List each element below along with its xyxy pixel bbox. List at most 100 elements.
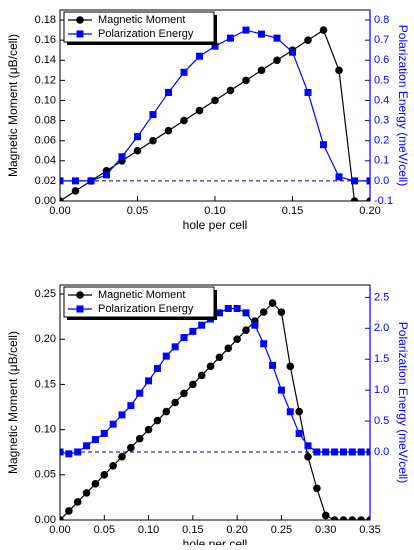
marker [171, 343, 179, 351]
y-tick-label: 0.02 [35, 175, 56, 187]
y-tick-label: 0.20 [35, 333, 56, 345]
x-tick-label: 0.00 [49, 524, 70, 536]
marker [149, 111, 157, 119]
marker [350, 197, 359, 201]
marker [277, 308, 286, 316]
marker [242, 26, 250, 34]
marker [320, 141, 327, 149]
marker [189, 380, 197, 389]
marker [91, 480, 100, 488]
marker [322, 448, 330, 456]
marker [198, 321, 206, 329]
marker [60, 197, 64, 201]
y2-tick-label: 0.0 [374, 446, 389, 458]
marker [189, 327, 197, 335]
marker [277, 386, 285, 394]
y2-axis-label: Polarization Energy (meV/cell) [396, 25, 410, 186]
line [60, 29, 370, 182]
y2-tick-label: 0.7 [374, 34, 389, 46]
y2-tick-label: 0.5 [374, 415, 389, 427]
marker [366, 448, 370, 456]
marker [286, 362, 295, 371]
legend-marker [76, 291, 84, 299]
marker [211, 96, 219, 105]
x-tick-label: 0.35 [359, 524, 380, 536]
y-tick-label: 0.06 [35, 135, 56, 147]
marker [313, 448, 321, 456]
y-tick-label: 0.08 [35, 114, 56, 126]
x-tick-label: 0.20 [359, 205, 380, 217]
marker [269, 361, 277, 369]
y-tick-label: 0.00 [35, 195, 56, 207]
x-tick-label: 0.20 [226, 524, 247, 536]
marker [118, 153, 126, 161]
marker [72, 177, 79, 185]
marker [215, 309, 223, 317]
marker [321, 511, 330, 520]
marker [319, 26, 328, 34]
marker [180, 116, 188, 125]
y-axis-label: Magnetic Moment (μB/cell) [6, 34, 20, 177]
marker [357, 516, 365, 520]
marker [171, 398, 179, 407]
legend-box [63, 11, 215, 43]
marker [87, 177, 95, 185]
series [60, 26, 370, 201]
marker [60, 177, 64, 185]
y-tick-label: 0.16 [35, 34, 56, 46]
y-tick-label: 0.10 [35, 94, 56, 106]
series [60, 26, 370, 185]
series [60, 299, 370, 520]
marker [165, 88, 172, 96]
marker [258, 30, 265, 38]
legend-label: Magnetic Moment [98, 289, 185, 301]
marker [233, 305, 241, 312]
marker [197, 371, 206, 380]
marker [144, 425, 153, 434]
y-tick-label: 0.04 [35, 155, 56, 167]
y2-tick-label: 0.0 [374, 175, 389, 187]
marker [335, 173, 343, 181]
marker [304, 442, 312, 450]
marker [233, 335, 241, 344]
marker [313, 484, 321, 493]
marker [60, 516, 64, 520]
y-tick-label: 0.14 [35, 54, 56, 66]
x-tick-label: 0.30 [315, 524, 336, 536]
y-tick-label: 0.12 [35, 74, 56, 86]
y-tick-label: 0.15 [35, 378, 56, 390]
y-tick-label: 0.00 [35, 514, 56, 526]
marker [251, 321, 259, 329]
y2-tick-label: 1.0 [374, 384, 389, 396]
marker [273, 56, 281, 65]
marker [227, 34, 234, 42]
marker [83, 442, 91, 450]
y2-tick-label: 2.5 [374, 291, 389, 303]
marker [164, 126, 173, 135]
y-tick-label: 0.25 [35, 288, 56, 300]
x-tick-label: 0.15 [182, 524, 203, 536]
marker [65, 450, 73, 458]
marker [100, 471, 109, 479]
x-tick-label: 0.15 [282, 205, 303, 217]
marker [145, 377, 153, 385]
marker [82, 489, 91, 497]
marker [366, 197, 370, 201]
marker [242, 309, 250, 317]
line [60, 302, 370, 520]
marker [257, 66, 266, 75]
legend-label: Magnetic Moment [98, 14, 185, 26]
marker [133, 146, 142, 155]
marker [330, 516, 339, 520]
marker [304, 36, 312, 44]
legend-marker [76, 305, 84, 313]
y2-tick-label: 1.5 [374, 353, 389, 365]
y2-tick-label: 0.5 [374, 74, 389, 86]
marker [100, 429, 108, 437]
plot-frame [59, 284, 371, 521]
marker [118, 411, 126, 419]
marker [351, 177, 358, 185]
marker [153, 364, 161, 372]
marker [295, 429, 303, 437]
